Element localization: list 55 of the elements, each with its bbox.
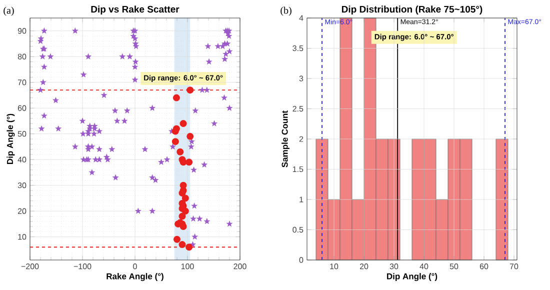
y-tick-label: 80 [18, 54, 26, 60]
y-tick-label: 4 [299, 15, 304, 21]
x-tick-label: 40 [420, 264, 428, 270]
x-axis-title: Dip Angle (°) [387, 273, 438, 282]
y-tick-label: 40 [18, 156, 26, 162]
point [172, 138, 179, 146]
y-axis-title: Sample Count [282, 110, 290, 168]
point [172, 94, 180, 102]
x-tick-label: 200 [234, 264, 246, 270]
y-tick-label: 3 [299, 76, 304, 82]
point [178, 241, 186, 248]
x-tick-label: −200 [21, 264, 39, 270]
point [180, 223, 187, 230]
point [182, 208, 189, 215]
x-tick-label: 10 [330, 264, 338, 270]
point [172, 128, 179, 135]
x-axis-title: Rake Angle (°) [106, 273, 164, 282]
x-tick-label: 0 [133, 264, 137, 270]
x-tick-label: 50 [450, 264, 458, 270]
point [182, 194, 189, 202]
y-tick-label: 50 [18, 131, 26, 137]
text: (b) [280, 6, 292, 16]
text: (a) [4, 6, 14, 16]
point [180, 158, 187, 166]
y-tick-label: 0.5 [292, 226, 304, 233]
point [186, 132, 194, 140]
y-tick-label: 30 [18, 182, 26, 188]
y-tick-label: 10 [18, 234, 26, 240]
chart-title: Dip vs Rake Scatter [91, 6, 180, 14]
point [180, 120, 187, 128]
y-tick-label: 2 [299, 136, 304, 142]
y-tick-label: 0 [299, 257, 304, 263]
chart-title: Dip Distribution (Rake 75~105°) [342, 6, 482, 14]
x-tick-label: 60 [480, 264, 488, 270]
y-tick-label: 90 [18, 28, 26, 34]
y-tick-label: 3.5 [292, 45, 304, 52]
y-axis-title: Dip Angle (°) [6, 114, 15, 164]
point [186, 86, 194, 94]
y-tick-label: 20 [18, 208, 26, 214]
x-tick-label: 30 [390, 264, 398, 270]
y-tick-label: 60 [18, 105, 26, 111]
y-tick-label: 1.5 [292, 166, 304, 172]
x-tick-label: 20 [360, 264, 368, 270]
point [186, 158, 193, 166]
point [174, 236, 180, 243]
y-tick-label: 1 [300, 196, 304, 202]
y-tick-label: 2.5 [292, 106, 304, 112]
point [178, 212, 186, 220]
x-tick-label: −100 [74, 264, 92, 270]
x-tick-label: 100 [181, 264, 194, 270]
point [178, 190, 186, 197]
point [176, 148, 184, 156]
point [186, 244, 193, 251]
y-tick-label: 70 [18, 80, 26, 86]
x-tick-label: 70 [510, 264, 518, 270]
